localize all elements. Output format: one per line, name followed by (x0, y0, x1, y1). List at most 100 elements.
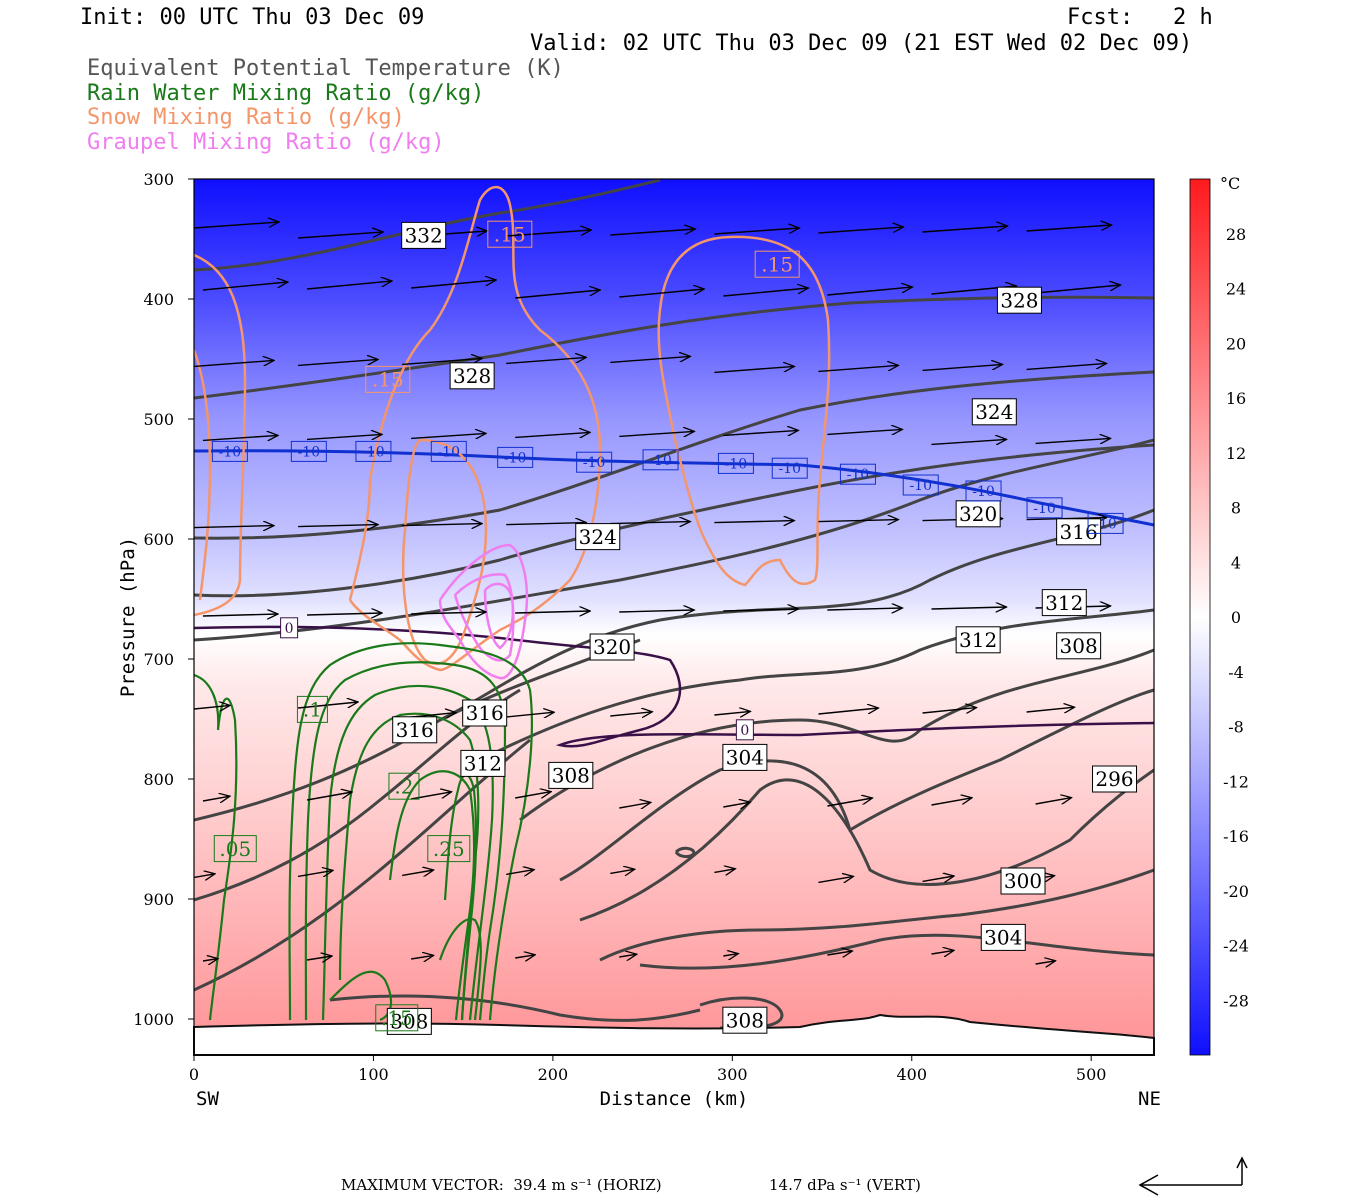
snow-line (348, 185, 602, 672)
theta-e-label-box (971, 398, 1017, 426)
isotherm-label-box (717, 452, 754, 474)
colorbar-tick-label: 4 (1231, 553, 1241, 572)
theta-e-line (439, 508, 1154, 722)
theta-e-label: 308 (1060, 634, 1098, 658)
theta-e-label-box (401, 221, 447, 249)
isotherm-label-box (280, 617, 299, 639)
wind-vector (202, 614, 278, 616)
init-time: Init: 00 UTC Thu 03 Dec 09 (80, 5, 425, 30)
wind-vector (931, 798, 972, 806)
wind-vector (714, 869, 735, 873)
theta-e-label-box (462, 699, 508, 727)
wind-vector (619, 610, 694, 612)
colorbar-tick-label: -28 (1223, 991, 1249, 1010)
theta-e-label: 328 (453, 364, 491, 388)
rain-line (194, 673, 238, 1021)
wind-vector (202, 435, 278, 440)
isotherm-label: -10 (362, 444, 385, 460)
wind-vector (411, 955, 434, 959)
isotherm-label-box (771, 457, 808, 479)
theta-e-label-box (996, 286, 1042, 314)
wind-vector (818, 520, 898, 522)
rain-label-box (213, 835, 257, 863)
isotherm-label-box (642, 449, 679, 471)
rain-contours (194, 642, 533, 1022)
x-tick-label: 300 (717, 1065, 748, 1084)
wind-vector (931, 439, 1006, 444)
wind-vector (411, 612, 486, 614)
snow-label-box (365, 365, 411, 393)
wind-vector (307, 434, 382, 439)
wind-vector (610, 522, 690, 524)
wind-vector (297, 870, 333, 876)
rain-label: .05 (219, 837, 251, 861)
y-tick-label: 900 (143, 890, 174, 909)
theta-e-line (479, 608, 1154, 762)
wind-vector (1035, 438, 1111, 443)
wind-vector (818, 227, 903, 234)
wind-vector (619, 289, 704, 298)
isotherm-label: -10 (1094, 516, 1117, 532)
snow-label: .15 (761, 252, 793, 276)
wind-vector (402, 524, 482, 526)
isotherm-label-box (839, 463, 876, 485)
wind-vector (194, 705, 230, 709)
x-tick-label: 500 (1076, 1065, 1107, 1084)
theta-e-label: 308 (390, 1010, 428, 1034)
wind-vector (515, 792, 551, 799)
wind-vector (515, 290, 600, 299)
wind-vector (827, 798, 872, 807)
graupel-line (483, 582, 515, 650)
rain-line (388, 770, 476, 1021)
isotherm-label: -10 (298, 444, 321, 460)
graupel-line (438, 543, 529, 680)
theta-e-label: 312 (1045, 591, 1083, 615)
wind-vector (402, 870, 434, 875)
x-tick-label: 0 (189, 1065, 199, 1084)
theta-e-label: 300 (1004, 869, 1042, 893)
colorbar-tick-label: 20 (1226, 334, 1246, 353)
wind-vector (1026, 225, 1112, 232)
wind-vector (307, 613, 382, 615)
theta-e-line (674, 846, 696, 859)
colorbar-tick-label: 24 (1226, 280, 1246, 299)
isotherm-label-box (965, 480, 1002, 502)
wind-vector (827, 608, 902, 610)
isotherm-label: -10 (778, 461, 801, 477)
wind-vector (714, 521, 794, 523)
colorbar-tick-label: 28 (1226, 225, 1246, 244)
wind-vector (506, 712, 554, 717)
rain-label-box (388, 772, 420, 800)
y-tick-label: 300 (143, 170, 174, 189)
theta-e-line (194, 638, 641, 822)
y-axis-label: Pressure (hPa) (117, 537, 139, 697)
isotherm-label-box (576, 451, 613, 473)
theta-e-label-box (575, 523, 621, 551)
theta-e-contours (194, 179, 1154, 1030)
y-tick-label: 600 (143, 530, 174, 549)
wind-vector (515, 432, 590, 437)
theta-e-label-box (1092, 765, 1138, 793)
theta-e-line (579, 768, 1154, 922)
isotherm-label: -10 (1033, 501, 1056, 517)
terrain-surface (193, 1013, 1155, 1056)
wind-vector (298, 232, 383, 239)
wind-vector (506, 357, 586, 365)
wind-vector (194, 874, 215, 878)
isotherm-label: -10 (583, 455, 606, 471)
ne-label: NE (1138, 1088, 1161, 1110)
graupel-line (453, 573, 515, 662)
sw-label: SW (196, 1088, 219, 1110)
colorbar-tick-label: 0 (1231, 608, 1241, 627)
wind-vector (931, 607, 1006, 609)
wind-vector (818, 708, 878, 715)
snow-line (194, 349, 212, 601)
snow-label-box (487, 220, 533, 248)
wind-vector (1035, 961, 1056, 964)
theta-e-label-box (548, 761, 594, 789)
theta-e-label-box (722, 1006, 768, 1034)
wind-vector (723, 954, 738, 956)
wind-vector (515, 611, 590, 613)
wind-vector (202, 959, 218, 961)
